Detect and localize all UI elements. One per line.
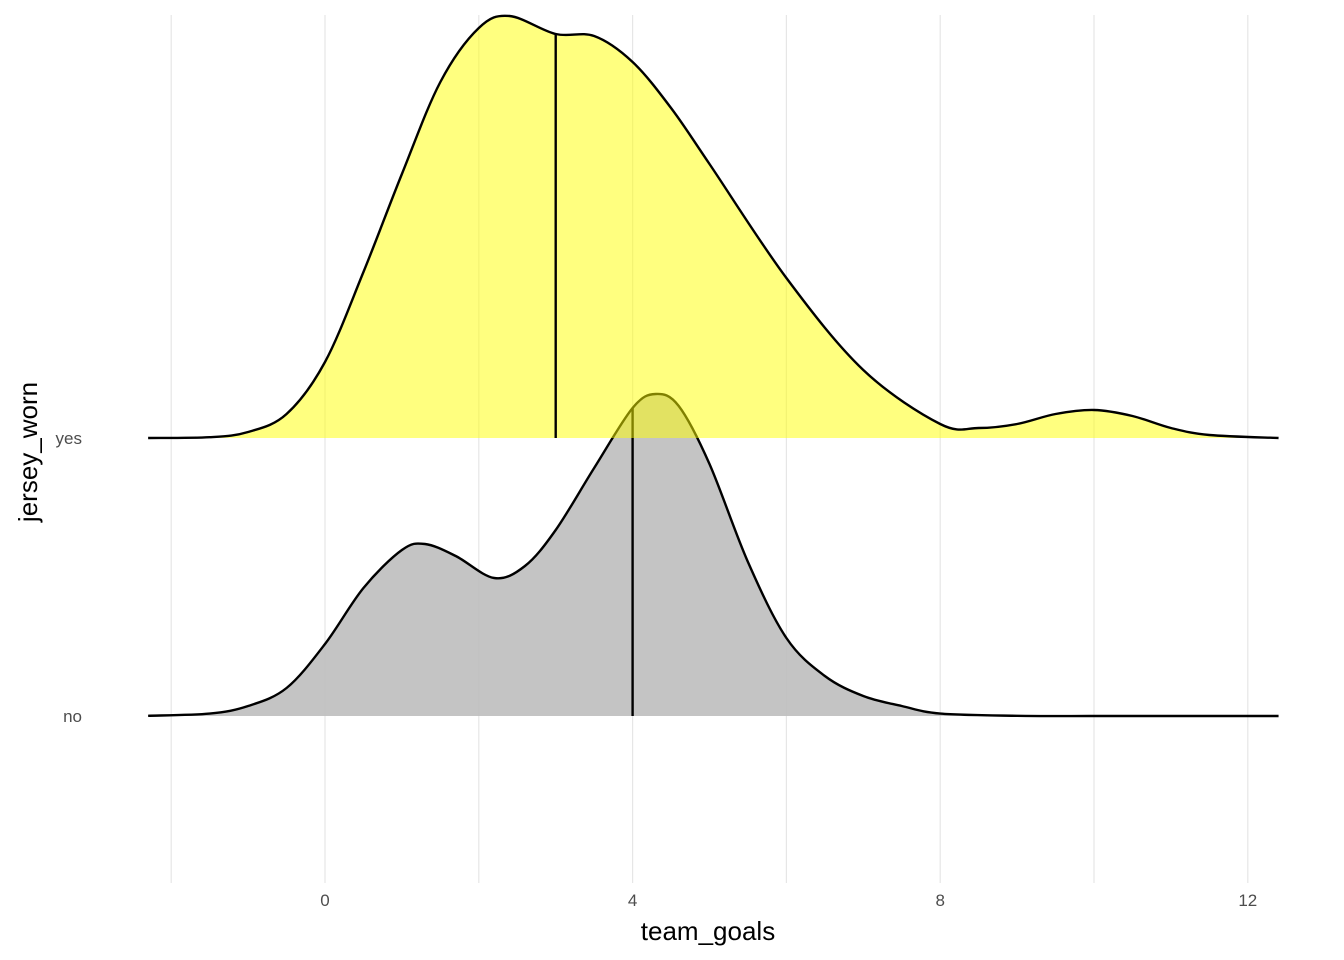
- gridlines: [170, 15, 1249, 883]
- x-tick-label: 4: [628, 891, 637, 910]
- x-axis-title: team_goals: [641, 916, 775, 946]
- x-axis-ticks: 0 4 8 12: [320, 891, 1257, 910]
- x-tick-label: 0: [320, 891, 329, 910]
- x-tick-label: 12: [1238, 891, 1257, 910]
- ridge-no: [148, 392, 1279, 718]
- density-ridges: [148, 14, 1279, 718]
- x-tick-label: 8: [935, 891, 944, 910]
- y-axis-title: jersey_worn: [13, 382, 43, 523]
- y-tick-label: yes: [56, 429, 82, 448]
- ridge-yes: [148, 14, 1279, 440]
- ridge-fill-no: [148, 393, 1279, 717]
- ridge-outline-yes: [148, 14, 1279, 440]
- y-axis-ticks: no yes: [56, 429, 82, 726]
- ridge-fill-yes: [148, 15, 1279, 438]
- y-tick-label: no: [63, 707, 82, 726]
